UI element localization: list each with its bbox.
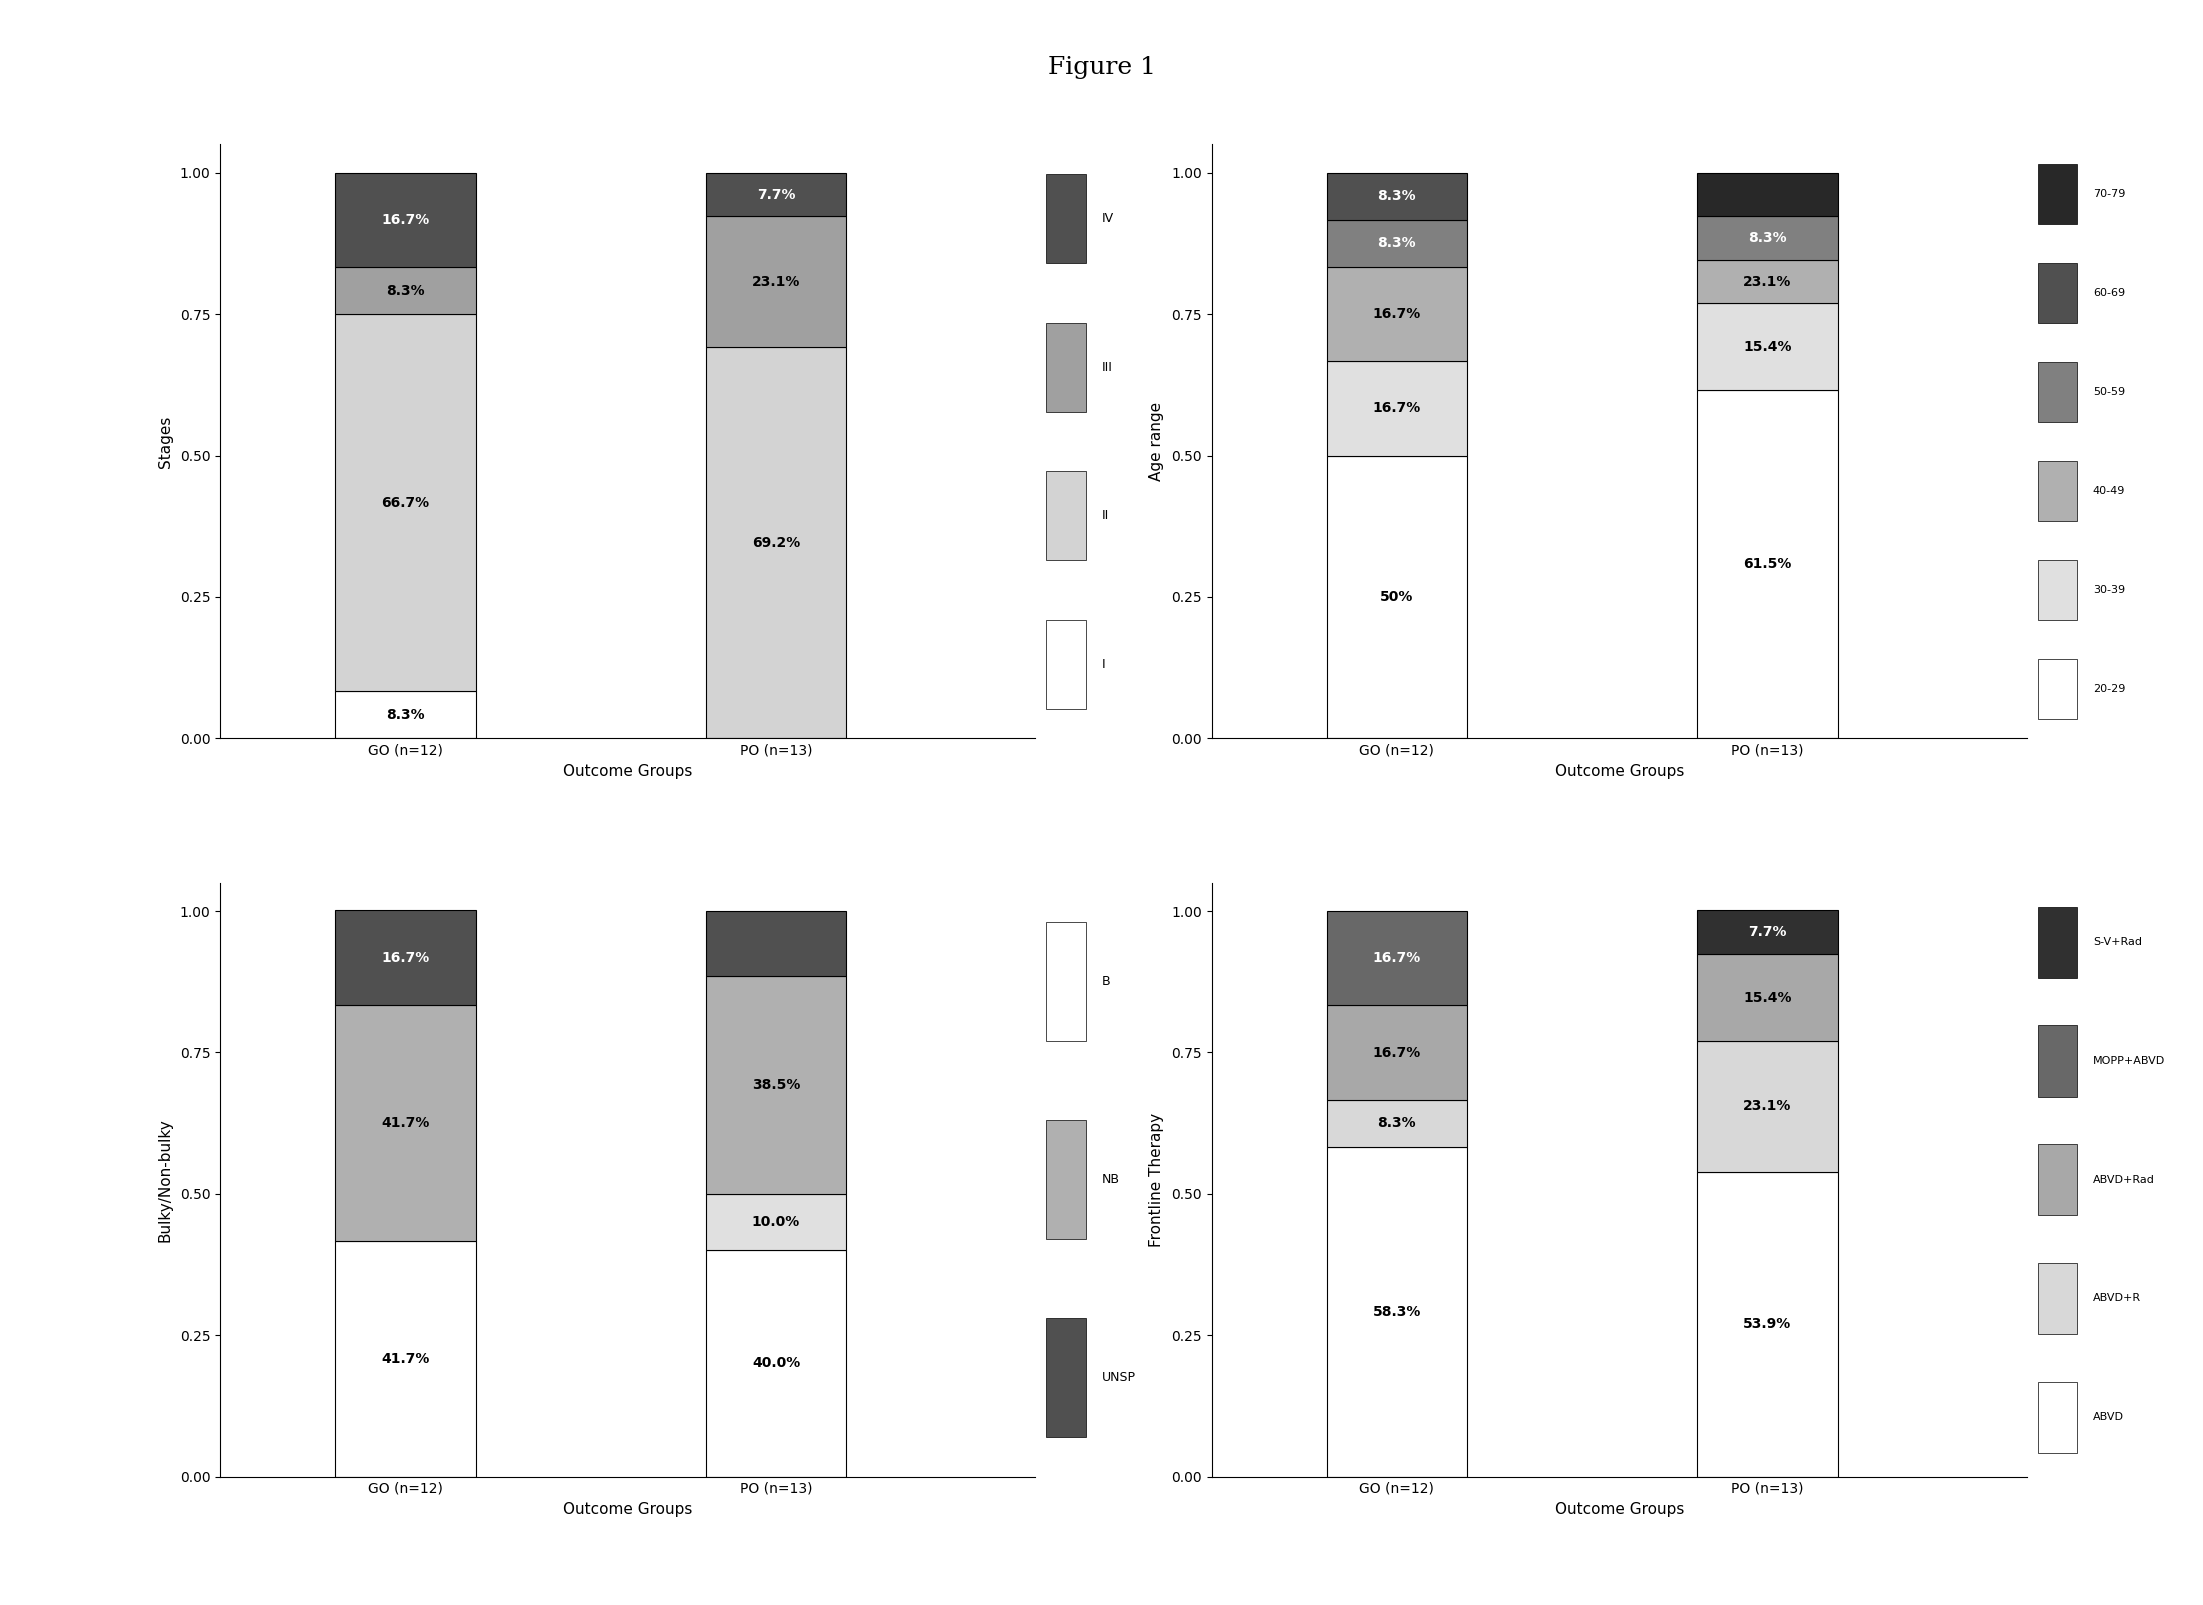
Text: IV: IV (1102, 212, 1115, 225)
Bar (705, 1250, 846, 1477)
Text: 70-79: 70-79 (2093, 189, 2126, 199)
Text: 50-59: 50-59 (2093, 387, 2126, 396)
Bar (705, 1194, 846, 1250)
Text: 23.1%: 23.1% (751, 274, 800, 289)
Bar (705, 912, 846, 976)
Bar (335, 1005, 476, 1241)
Text: S-V+Rad: S-V+Rad (2093, 937, 2141, 947)
Text: ABVD: ABVD (2093, 1412, 2124, 1422)
Bar (705, 347, 846, 738)
Bar (335, 315, 476, 692)
Y-axis label: Bulky/Non-bulky: Bulky/Non-bulky (159, 1117, 172, 1242)
Text: 61.5%: 61.5% (1743, 557, 1791, 571)
Text: B: B (1102, 976, 1110, 989)
Bar (1326, 1148, 1467, 1477)
Text: 16.7%: 16.7% (1372, 952, 1421, 965)
Text: 16.7%: 16.7% (381, 213, 430, 226)
Text: 16.7%: 16.7% (1372, 1046, 1421, 1059)
X-axis label: Outcome Groups: Outcome Groups (564, 764, 692, 778)
Text: 16.7%: 16.7% (1372, 307, 1421, 321)
Text: III: III (1102, 361, 1113, 374)
Text: 8.3%: 8.3% (1749, 231, 1787, 246)
Bar (1696, 953, 1837, 1042)
Text: 23.1%: 23.1% (1743, 274, 1791, 289)
Text: 23.1%: 23.1% (1743, 1099, 1791, 1114)
Text: II: II (1102, 509, 1108, 522)
Bar (1326, 361, 1467, 456)
Text: 40-49: 40-49 (2093, 486, 2126, 496)
Text: 40.0%: 40.0% (751, 1356, 800, 1371)
Y-axis label: Frontline Therapy: Frontline Therapy (1150, 1112, 1163, 1247)
Bar (1696, 173, 1837, 217)
Text: 50%: 50% (1381, 591, 1414, 603)
Text: 8.3%: 8.3% (1377, 236, 1417, 250)
Text: MOPP+ABVD: MOPP+ABVD (2093, 1056, 2166, 1066)
Text: 30-39: 30-39 (2093, 584, 2126, 595)
Bar (1326, 456, 1467, 738)
Text: 8.3%: 8.3% (1377, 189, 1417, 204)
Text: 8.3%: 8.3% (1377, 1117, 1417, 1130)
Text: 8.3%: 8.3% (386, 284, 425, 297)
X-axis label: Outcome Groups: Outcome Groups (1555, 764, 1683, 778)
Text: 15.4%: 15.4% (1743, 340, 1791, 355)
Text: ABVD+R: ABVD+R (2093, 1294, 2141, 1303)
X-axis label: Outcome Groups: Outcome Groups (564, 1502, 692, 1517)
Bar (705, 976, 846, 1194)
Bar (335, 173, 476, 266)
Bar (335, 1241, 476, 1477)
Bar (1696, 303, 1837, 390)
Text: 58.3%: 58.3% (1372, 1305, 1421, 1319)
Bar (705, 217, 846, 347)
Bar (1326, 1099, 1467, 1148)
Text: 38.5%: 38.5% (751, 1079, 800, 1091)
Text: ABVD+Rad: ABVD+Rad (2093, 1175, 2155, 1184)
Bar (1326, 1005, 1467, 1099)
X-axis label: Outcome Groups: Outcome Groups (1555, 1502, 1683, 1517)
Text: 7.7%: 7.7% (1749, 924, 1787, 939)
Bar (1696, 910, 1837, 953)
Text: NB: NB (1102, 1173, 1119, 1186)
Text: Figure 1: Figure 1 (1049, 56, 1154, 79)
Text: 15.4%: 15.4% (1743, 990, 1791, 1005)
Bar (1696, 390, 1837, 738)
Bar (1696, 1042, 1837, 1172)
Text: 7.7%: 7.7% (758, 188, 795, 202)
Text: I: I (1102, 658, 1106, 671)
Bar (1326, 912, 1467, 1005)
Text: 41.7%: 41.7% (381, 1351, 430, 1366)
Bar (335, 266, 476, 315)
Y-axis label: Stages: Stages (159, 416, 172, 467)
Text: 8.3%: 8.3% (386, 708, 425, 722)
Text: 16.7%: 16.7% (1372, 401, 1421, 416)
Text: 53.9%: 53.9% (1743, 1318, 1791, 1331)
Bar (1326, 173, 1467, 220)
Bar (335, 692, 476, 738)
Bar (1326, 266, 1467, 361)
Text: 16.7%: 16.7% (381, 950, 430, 965)
Text: 66.7%: 66.7% (381, 496, 430, 510)
Bar (1326, 220, 1467, 266)
Bar (1696, 217, 1837, 260)
Bar (335, 910, 476, 1005)
Bar (1696, 260, 1837, 303)
Text: 10.0%: 10.0% (751, 1215, 800, 1229)
Text: 69.2%: 69.2% (751, 536, 800, 549)
Text: 60-69: 60-69 (2093, 287, 2126, 299)
Bar (1696, 1172, 1837, 1477)
Text: 41.7%: 41.7% (381, 1115, 430, 1130)
Text: UNSP: UNSP (1102, 1371, 1135, 1384)
Y-axis label: Age range: Age range (1150, 401, 1163, 482)
Text: 20-29: 20-29 (2093, 684, 2126, 693)
Bar (705, 173, 846, 217)
